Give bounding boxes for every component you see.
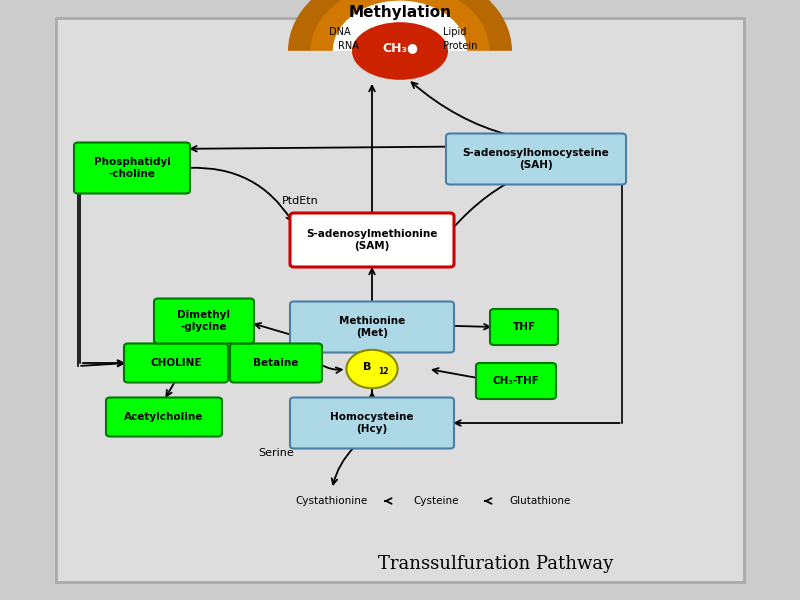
- Text: Serine: Serine: [258, 448, 294, 458]
- Text: 12: 12: [378, 367, 389, 377]
- Wedge shape: [333, 1, 467, 51]
- FancyBboxPatch shape: [476, 363, 556, 399]
- Text: Cysteine: Cysteine: [414, 496, 458, 506]
- FancyBboxPatch shape: [446, 133, 626, 185]
- Text: Homocysteine
(Hcy): Homocysteine (Hcy): [330, 412, 414, 434]
- Text: B: B: [363, 362, 371, 372]
- Wedge shape: [310, 0, 490, 51]
- Text: PtdEtn: PtdEtn: [282, 196, 318, 206]
- Text: S-adenosylmethionine
(SAM): S-adenosylmethionine (SAM): [306, 229, 438, 251]
- Text: Dimethyl
-glycine: Dimethyl -glycine: [178, 310, 230, 332]
- Text: Betaine: Betaine: [254, 358, 298, 368]
- Text: CH₃-THF: CH₃-THF: [493, 376, 539, 386]
- FancyBboxPatch shape: [154, 299, 254, 343]
- Text: Cystathionine: Cystathionine: [296, 496, 368, 506]
- FancyBboxPatch shape: [74, 142, 190, 193]
- Text: Phosphatidyl
-choline: Phosphatidyl -choline: [94, 157, 170, 179]
- Circle shape: [346, 350, 398, 388]
- Polygon shape: [288, 51, 512, 57]
- Text: Glutathione: Glutathione: [510, 496, 570, 506]
- FancyBboxPatch shape: [490, 309, 558, 345]
- Text: Transsulfuration Pathway: Transsulfuration Pathway: [378, 555, 614, 573]
- FancyBboxPatch shape: [290, 397, 454, 449]
- Text: Protein: Protein: [443, 41, 477, 51]
- Text: Lipid: Lipid: [442, 27, 466, 37]
- Wedge shape: [288, 0, 512, 51]
- Text: DNA: DNA: [329, 27, 351, 37]
- Text: RNA: RNA: [338, 41, 358, 51]
- FancyBboxPatch shape: [230, 343, 322, 383]
- Text: CH₃●: CH₃●: [382, 41, 418, 54]
- Text: Methionine
(Met): Methionine (Met): [339, 316, 405, 338]
- Text: CHOLINE: CHOLINE: [150, 358, 202, 368]
- Text: Methylation: Methylation: [349, 4, 451, 19]
- FancyBboxPatch shape: [290, 301, 454, 352]
- Text: Acetylcholine: Acetylcholine: [124, 412, 204, 422]
- Text: THF: THF: [513, 322, 535, 332]
- Ellipse shape: [352, 22, 448, 80]
- Text: S-adenosylhomocysteine
(SAH): S-adenosylhomocysteine (SAH): [462, 148, 610, 170]
- FancyBboxPatch shape: [56, 18, 744, 582]
- FancyBboxPatch shape: [290, 213, 454, 267]
- FancyBboxPatch shape: [106, 398, 222, 437]
- FancyBboxPatch shape: [124, 343, 228, 383]
